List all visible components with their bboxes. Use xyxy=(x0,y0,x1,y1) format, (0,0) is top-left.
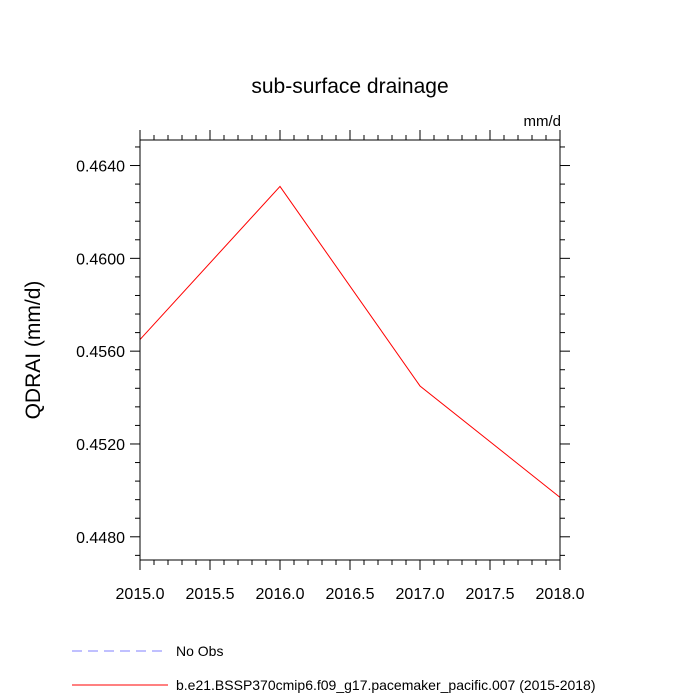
x-tick-label: 2016.0 xyxy=(256,586,305,603)
y-tick-label: 0.4520 xyxy=(76,437,125,454)
x-tick-label: 2015.0 xyxy=(116,586,165,603)
y-axis-label: QDRAI (mm/d) xyxy=(22,281,45,420)
legend-label: b.e21.BSSP370cmip6.f09_g17.pacemaker_pac… xyxy=(176,677,596,693)
tick-labels: 2015.0 2015.5 2016.0 2016.5 2017.0 2017.5 2018… xyxy=(76,159,585,603)
legend: No Obs b.e21.BSSP370cmip6.f09_g17.pacemak… xyxy=(72,643,596,693)
y-tick-label: 0.4560 xyxy=(76,344,125,361)
x-tick-label: 2018.0 xyxy=(536,586,585,603)
y-tick-label: 0.4640 xyxy=(76,159,125,176)
axis-ticks xyxy=(130,130,570,570)
x-tick-label: 2017.5 xyxy=(466,586,515,603)
y-tick-label: 0.4600 xyxy=(76,251,125,268)
series-line xyxy=(139,185,561,498)
series-layer xyxy=(139,185,561,498)
plot-frame xyxy=(139,139,561,561)
chart-title: sub-surface drainage xyxy=(251,75,448,98)
legend-label: No Obs xyxy=(176,643,223,659)
units-label: mm/d xyxy=(524,113,562,130)
x-tick-label: 2017.0 xyxy=(396,586,445,603)
y-tick-label: 0.4480 xyxy=(76,530,125,547)
x-tick-label: 2015.5 xyxy=(186,586,235,603)
x-tick-label: 2016.5 xyxy=(326,586,375,603)
